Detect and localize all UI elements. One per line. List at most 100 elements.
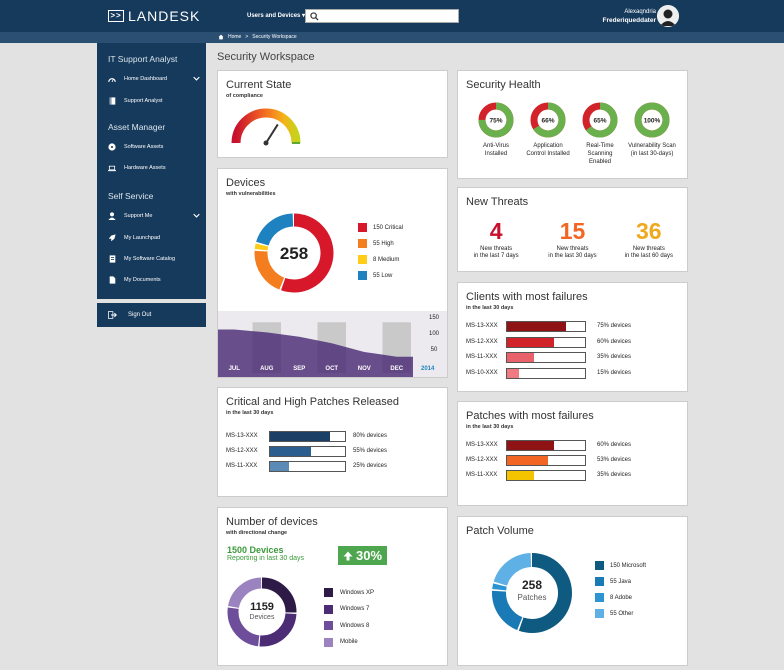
legend-swatch [358,239,367,248]
chevron-down-icon[interactable] [193,212,200,219]
health-item: 65% Real-Time Scanning Enabled [574,101,626,166]
legend-swatch [595,577,604,586]
legend-label: 55 Low [373,272,393,279]
search-input[interactable] [305,9,459,23]
threat-line1: New threats [556,246,589,252]
bar-row: MS-12-XXX 53% devices [466,455,681,466]
trend-month-label: AUG [260,366,274,372]
threat-line2: in the last 30 days [548,253,597,259]
bar-track [506,352,586,363]
trend-y-tick: 150 [428,315,439,321]
change-badge: 30% [338,546,387,565]
health-item: 100% Vulnerability Scan (in last 30-days) [626,101,678,159]
avatar[interactable] [657,5,679,27]
card-title: Devices [226,177,266,189]
sidebar-item-home-dashboard[interactable]: Home Dashboard [108,75,200,83]
bar-track [269,446,346,457]
threat-line2: in the last 60 days [624,253,673,259]
trend-y-tick: 100 [428,331,439,337]
home-icon[interactable] [218,34,224,40]
breadcrumb-separator: > [245,34,249,40]
sidebar-item-label: Support Me [124,213,153,219]
bar-fill [270,462,289,471]
sidebar-item-label: Software Assets [124,144,164,150]
bar-row: MS-12-XXX 60% devices [466,336,681,348]
legend-label: 8 Medium [373,256,400,263]
change-value: 30% [355,548,383,563]
threat-count: 36 [636,218,662,244]
bar-row: MS-10-XXX 15% devices [466,367,681,379]
logo[interactable]: >> LANDESK [108,8,200,24]
legend-label: 55 Other [610,610,634,617]
legend-swatch [324,637,333,647]
legend-item: Windows 8 [324,621,374,630]
sidebar-item-hardware-assets[interactable]: Hardware Assets [108,164,200,172]
sidebar-item-software-assets[interactable]: Software Assets [108,143,200,151]
threat-line1: New threats [632,246,665,252]
users-devices-dropdown[interactable]: Users and Devices ▾ [247,12,305,19]
sidebar-section-self-service: Self Service [108,191,154,201]
gauge-needle [263,123,279,146]
threat-item: 15 New threats in the last 30 days [534,220,610,260]
card-title: Security Health [466,79,541,91]
bar-track [506,470,586,481]
trend-month-label: JUL [228,366,240,372]
trend-month-label: DEC [390,366,404,372]
compliance-gauge [231,108,301,146]
legend-item: Windows XP [324,588,374,597]
sign-out-button[interactable]: Sign Out [97,303,206,327]
os-total: 1159 [250,601,274,613]
document-icon [108,276,116,284]
disc-icon [108,143,116,151]
sidebar-item-label: Support Analyst [124,98,163,104]
sidebar-item-my-documents[interactable]: My Documents [108,276,200,284]
trend-y-tick: 50 [430,347,438,353]
catalog-icon [108,255,116,263]
new-threats-items: 4 New threats in the last 7 days 15 New thre… [458,218,687,260]
bar-row-label: 53% devices [597,457,632,463]
bar-row-label: 35% devices [597,472,632,478]
bar-row-label: 80% devices [353,433,388,439]
user-icon [108,212,116,220]
bar-track [506,321,586,332]
legend-label: 150 Microsoft [610,562,647,569]
legend-label: 55 High [373,240,394,247]
legend-swatch [595,593,604,602]
book-icon [108,97,116,105]
bar-track [506,336,586,348]
sidebar-item-support-me[interactable]: Support Me [108,212,200,220]
card-title: Number of devices [226,516,318,528]
bar-track [506,455,586,466]
sidebar-item-my-software-catalog[interactable]: My Software Catalog [108,255,200,263]
logo-mark-icon: >> [108,10,124,22]
card-title: Clients with most failures [466,291,588,303]
chevron-down-icon[interactable] [193,75,200,82]
health-ring: 65% [582,102,618,138]
health-ring: 66% [530,102,566,138]
sidebar-item-support-analyst[interactable]: Support Analyst [108,97,200,105]
breadcrumb-bar [0,32,784,43]
card-title: Patches with most failures [466,410,594,422]
legend-swatch [358,223,367,232]
legend-item: 55 Java [595,577,646,586]
user-info[interactable]: Alexaqndria Frederiqueddater [603,9,656,25]
card-subtitle: with vulnerabilities [226,191,276,197]
bar-row-label: 75% devices [597,323,632,329]
threat-line1: New threats [480,246,513,252]
legend-item: 55 Low [358,271,403,280]
sidebar-item-my-launchpad[interactable]: My Launchpad [108,234,200,242]
health-label: Vulnerability Scan (in last 30-days) [628,143,676,157]
user-first-name: Alexaqndria [624,9,656,15]
bar-row-name: MS-13-XXX [226,433,258,439]
bar-row: MS-11-XXX 25% devices [226,461,441,472]
health-ring: 75% [478,102,514,138]
bar-row: MS-13-XXX 80% devices [226,431,441,442]
donut-slice-0 [227,577,297,647]
bar-track [269,461,346,472]
health-ring: 100% [634,102,670,138]
patch-volume-donut-chart [492,553,572,633]
bar-fill [270,432,330,441]
health-pct: 66% [541,118,554,125]
legend-label: Windows XP [340,589,375,596]
breadcrumb-home[interactable]: Home [228,34,242,40]
